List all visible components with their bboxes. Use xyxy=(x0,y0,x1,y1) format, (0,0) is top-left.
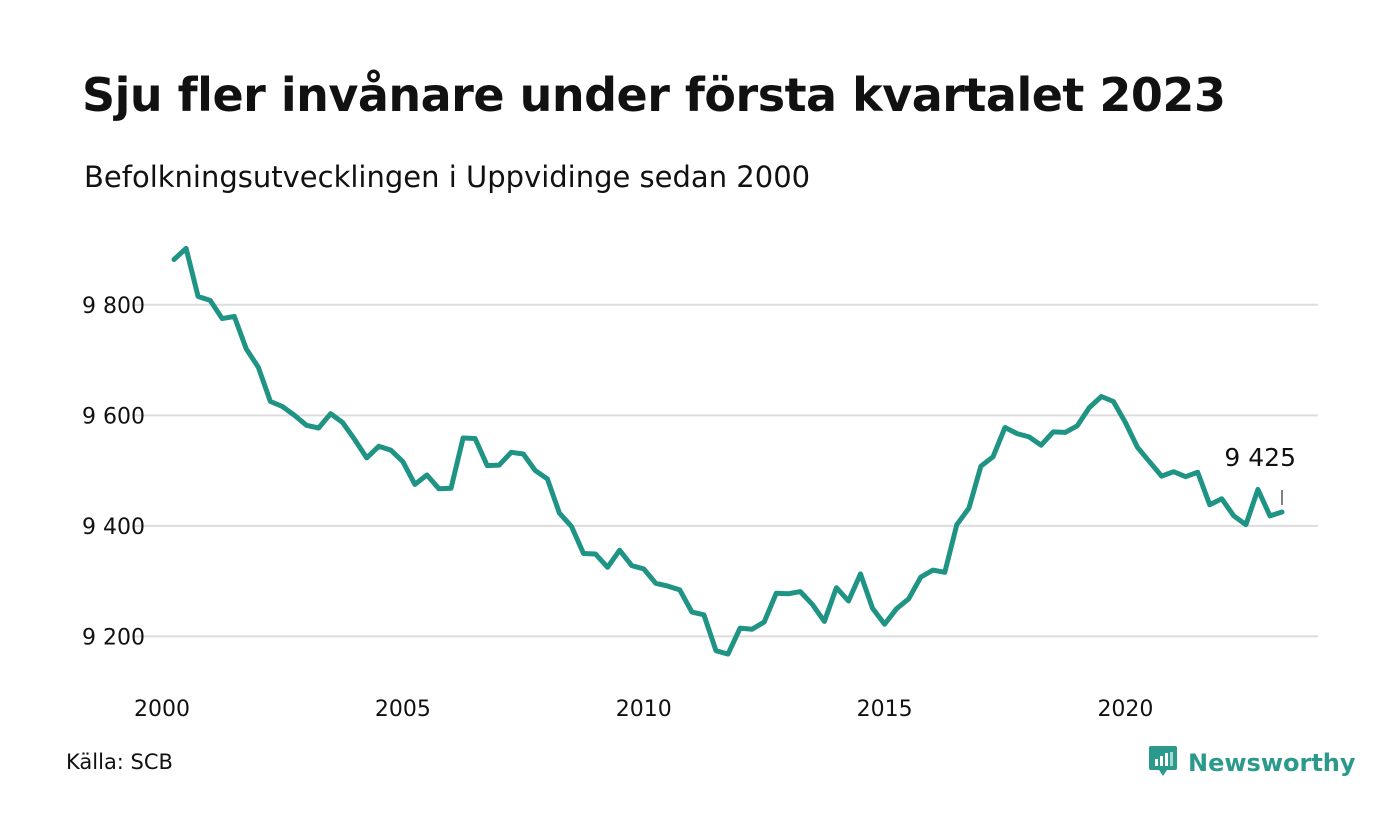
chart-subtitle: Befolkningsutvecklingen i Uppvidinge sed… xyxy=(84,160,811,194)
y-axis-tick-labels: 9 200 9 400 9 600 9 800 xyxy=(82,294,145,651)
x-tick-label: 2000 xyxy=(134,697,190,722)
gridlines xyxy=(134,303,1318,638)
annotation-layer: 9 425 xyxy=(1224,443,1296,505)
newsworthy-logo-icon xyxy=(1148,744,1178,782)
source-label: Källa: SCB xyxy=(66,750,173,774)
y-tick-label: 9 800 xyxy=(82,294,145,319)
brand-logo[interactable]: Newsworthy xyxy=(1148,744,1356,782)
last-value-label: 9 425 xyxy=(1224,443,1296,472)
y-tick-label: 9 200 xyxy=(82,625,145,650)
series-layer xyxy=(171,245,1285,657)
x-tick-label: 2010 xyxy=(616,697,672,722)
x-tick-label: 2005 xyxy=(375,697,431,722)
chart-title: Sju fler invånare under första kvartalet… xyxy=(82,68,1226,122)
brand-name: Newsworthy xyxy=(1188,749,1356,777)
x-tick-label: 2020 xyxy=(1097,697,1153,722)
y-tick-label: 9 400 xyxy=(82,515,145,540)
x-axis-tick-labels: 2000 2005 2010 2015 2020 xyxy=(134,697,1153,722)
series-line-0 xyxy=(171,245,1285,657)
y-tick-label: 9 600 xyxy=(82,404,145,429)
x-tick-label: 2015 xyxy=(857,697,913,722)
